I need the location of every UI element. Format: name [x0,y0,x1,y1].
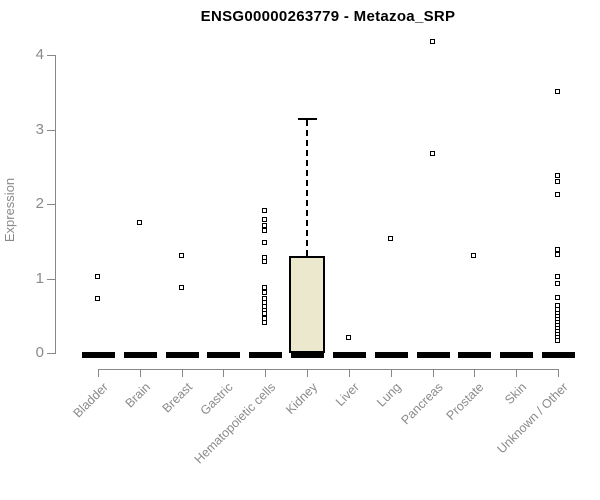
x-tick [433,369,434,377]
x-axis-line [98,369,560,370]
kidney-whisker [306,120,308,257]
data-point [555,274,560,279]
median-bar [375,351,408,358]
y-tick-label: 3 [35,120,44,138]
data-point [262,320,267,326]
data-point [555,89,560,95]
x-tick [223,369,224,377]
data-point [555,192,560,198]
x-tick-label: Lung [374,380,404,410]
data-point [346,335,351,341]
x-tick-label: Hematopoietic cells [191,380,278,467]
median-bar [124,351,157,358]
data-point [555,179,560,185]
data-point [388,236,393,241]
data-point [262,259,267,265]
data-point [555,338,560,344]
kidney-whisker-cap [298,118,317,121]
x-tick-label: Bladder [70,380,111,421]
data-point [262,208,267,214]
x-tick [265,369,266,377]
median-bar [249,351,282,358]
y-tick-label: 1 [35,269,44,287]
kidney-box [289,256,325,353]
x-tick [140,369,141,377]
median-bar [542,351,575,358]
data-point [262,222,267,228]
y-axis-label: Expression [2,177,17,243]
data-point [179,253,184,259]
data-point [179,285,184,291]
x-tick [474,369,475,377]
median-bar [166,351,199,358]
y-tick [47,353,55,354]
median-bar [333,351,366,358]
x-tick-label: Gastric [198,380,236,418]
x-tick [391,369,392,377]
y-tick [47,129,55,131]
data-point [430,151,435,157]
data-point [95,296,100,302]
data-point [555,251,560,257]
data-point [430,39,435,45]
data-point [262,239,267,245]
chart-title: ENSG00000263779 - Metazoa_SRP [200,8,456,25]
y-tick [47,55,55,56]
x-tick [182,369,183,377]
data-point [471,253,476,259]
x-tick-label: Liver [332,380,362,410]
y-tick-label: 4 [35,46,44,63]
y-tick [47,278,55,280]
data-point [555,173,560,179]
x-tick-label: Breast [159,380,195,416]
x-tick-label: Skin [501,380,529,408]
x-tick-label: Pancreas [398,380,446,428]
x-tick-label: Prostate [444,380,487,423]
median-bar [207,351,240,358]
data-point [137,219,142,225]
x-tick-label: Kidney [282,380,320,417]
data-point [262,289,267,295]
y-axis-line [55,55,56,354]
data-point [95,274,100,279]
data-point [262,227,267,233]
data-point [262,310,267,316]
data-point [555,294,560,300]
y-tick-label: 2 [35,195,44,212]
y-tick-label: 0 [35,344,44,361]
median-bar [291,351,324,358]
data-point [555,281,560,287]
x-tick [307,369,308,377]
x-tick [516,369,517,377]
median-bar [458,351,491,358]
median-bar [82,351,115,358]
median-bar [500,351,533,358]
x-tick [98,369,99,377]
x-tick [558,369,559,377]
data-point [262,217,267,223]
x-tick-label: Brain [122,380,153,411]
median-bar [417,351,450,358]
y-tick [47,204,55,205]
x-tick [349,369,350,377]
